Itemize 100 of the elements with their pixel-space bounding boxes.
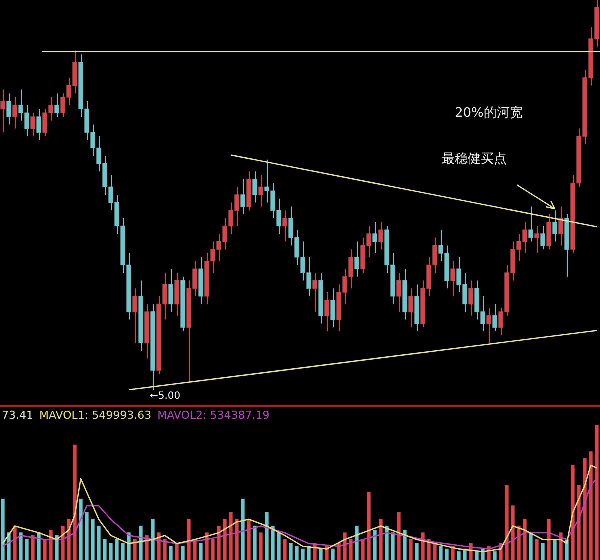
candlestick xyxy=(486,308,492,344)
bar xyxy=(253,526,257,560)
candlestick xyxy=(372,222,378,254)
bar xyxy=(439,546,443,560)
candlestick xyxy=(12,97,18,130)
bar xyxy=(409,539,413,560)
bar xyxy=(151,519,155,560)
bar xyxy=(205,532,209,560)
bar xyxy=(187,519,191,560)
bar xyxy=(535,539,539,560)
bar xyxy=(283,539,287,560)
bar xyxy=(349,539,353,560)
bar xyxy=(133,539,137,560)
bar xyxy=(493,552,497,560)
bar xyxy=(361,539,365,560)
text: MAVOL2: 534387.19 xyxy=(158,408,270,424)
bar xyxy=(307,546,311,560)
bar xyxy=(13,526,17,560)
bar xyxy=(271,526,275,560)
candlestick xyxy=(168,268,174,312)
bar xyxy=(277,532,281,560)
bar xyxy=(289,543,293,560)
candlestick xyxy=(354,241,360,278)
candlestick xyxy=(132,288,138,344)
candlestick xyxy=(378,222,384,250)
bar xyxy=(505,485,509,560)
bar xyxy=(367,492,371,560)
bar xyxy=(25,539,29,560)
bar xyxy=(553,539,557,560)
bar xyxy=(295,546,299,560)
bar xyxy=(37,532,41,560)
bar xyxy=(475,552,479,560)
bar xyxy=(229,512,233,560)
candlestick xyxy=(330,288,336,328)
bar xyxy=(43,539,47,560)
bar xyxy=(175,543,179,560)
bar xyxy=(61,526,65,560)
bar xyxy=(247,519,251,560)
bar xyxy=(235,519,239,560)
bar xyxy=(79,498,83,560)
candlestick xyxy=(6,93,12,126)
candlestick xyxy=(240,178,246,215)
bar xyxy=(325,546,329,560)
candlestick xyxy=(408,288,414,328)
bar xyxy=(265,512,269,560)
bar xyxy=(397,512,401,560)
bar xyxy=(319,548,323,560)
bar xyxy=(67,519,71,560)
candlestick xyxy=(36,108,42,141)
bar xyxy=(577,485,581,560)
bar xyxy=(331,548,335,560)
bar xyxy=(91,519,95,560)
bar xyxy=(415,543,419,560)
bar xyxy=(223,519,227,560)
bar xyxy=(589,452,593,560)
candlestick xyxy=(492,304,498,332)
chart-title: 73.41 xyxy=(2,408,34,424)
candlestick xyxy=(396,272,402,312)
bar xyxy=(571,465,575,560)
bar xyxy=(217,526,221,560)
bar xyxy=(595,425,599,560)
bar xyxy=(511,506,515,560)
bar xyxy=(547,519,551,560)
text: MAVOL1: 549993.63 xyxy=(40,408,152,424)
bar xyxy=(373,530,377,560)
bar xyxy=(259,532,263,560)
candlestick xyxy=(540,226,546,250)
bar xyxy=(445,548,449,560)
bar xyxy=(103,539,107,560)
candlestick xyxy=(54,93,60,118)
bar xyxy=(433,543,437,560)
bar xyxy=(139,526,143,560)
candlestick xyxy=(312,272,318,312)
text: ←5.00 xyxy=(150,391,181,402)
bar xyxy=(529,532,533,560)
bar xyxy=(337,543,341,560)
candlestick xyxy=(468,280,474,316)
candlestick xyxy=(324,292,330,332)
bar xyxy=(241,498,245,560)
bar xyxy=(541,543,545,560)
bar xyxy=(391,532,395,560)
bar xyxy=(73,444,77,560)
bar xyxy=(199,543,203,560)
bar xyxy=(583,458,587,560)
candlestick xyxy=(558,206,564,246)
candlestick xyxy=(258,175,264,208)
bar xyxy=(301,548,305,560)
bar xyxy=(55,535,59,560)
annotation: 20%的河宽 xyxy=(455,105,523,122)
bar xyxy=(523,519,527,560)
bar xyxy=(97,526,101,560)
candlestick xyxy=(252,171,258,204)
bar xyxy=(211,539,215,560)
bar xyxy=(157,532,161,560)
bar xyxy=(1,498,5,560)
bar xyxy=(115,539,119,560)
bar xyxy=(19,532,23,560)
annotation: 最稳健买点 xyxy=(442,151,507,168)
candlestick xyxy=(450,260,456,297)
candlestick xyxy=(528,206,534,242)
